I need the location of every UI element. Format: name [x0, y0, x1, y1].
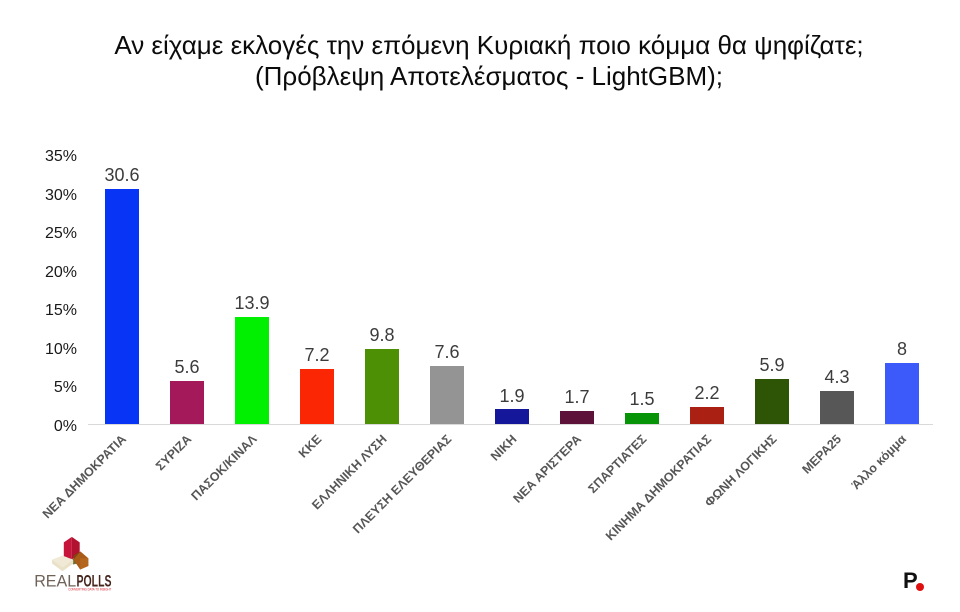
svg-text:REAL: REAL — [34, 573, 76, 591]
svg-text:CONVERTING DATA TO INSIGHT: CONVERTING DATA TO INSIGHT — [68, 588, 111, 592]
svg-text:POLLS: POLLS — [77, 573, 112, 591]
